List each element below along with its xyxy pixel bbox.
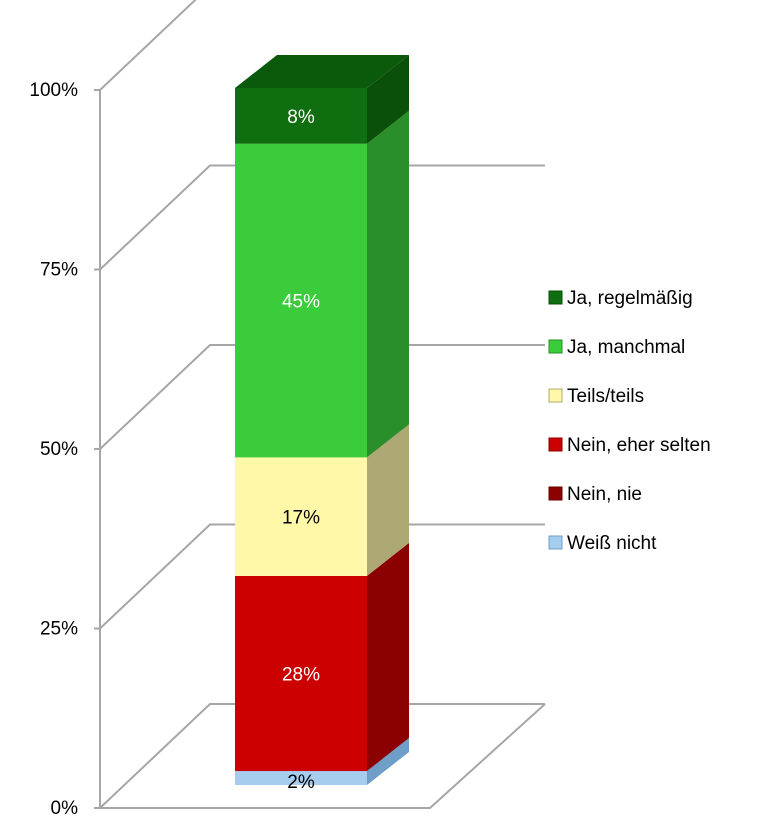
- bar-segment-front: [235, 88, 367, 144]
- bar-stack: [235, 55, 409, 785]
- bar-segment-front: [235, 575, 367, 772]
- legend-swatch: [548, 437, 563, 452]
- bar-segment: [235, 110, 409, 458]
- y-tick-label: 75%: [40, 260, 78, 281]
- gridline: [99, 164, 545, 271]
- floor-back-edge: [99, 703, 545, 809]
- bar-segment-front: [235, 143, 367, 458]
- legend-swatch: [548, 388, 563, 403]
- bar-segment-side: [367, 738, 409, 785]
- legend-entry: Ja, regelmäßig: [548, 288, 693, 309]
- floor-front-edge: [100, 703, 546, 809]
- legend-label: Weiß nicht: [567, 533, 657, 554]
- data-labels: 2% 28% 17% 45% 8%: [282, 107, 320, 793]
- legend-entry: Ja, manchmal: [548, 337, 685, 358]
- bar-segment-front: [235, 457, 367, 576]
- legend-swatch: [548, 339, 563, 354]
- data-label: 28%: [282, 664, 320, 685]
- gridline: [99, 344, 545, 450]
- bar-top-face: [235, 55, 409, 88]
- legend-swatch: [548, 290, 563, 305]
- bar-segment-side: [367, 110, 409, 458]
- y-tick-label: 25%: [40, 619, 78, 640]
- data-label: 8%: [287, 107, 315, 128]
- legend-swatch: [548, 486, 563, 501]
- legend-entry: Nein, eher selten: [548, 435, 711, 456]
- y-tick-label: 0%: [51, 798, 79, 819]
- bar-segment-side: [367, 55, 409, 144]
- legend-label: Ja, manchmal: [567, 337, 685, 358]
- bar-segment-side: [367, 424, 409, 576]
- bar-segment: [235, 738, 409, 785]
- legend-entry: Teils/teils: [548, 386, 644, 407]
- bar-segment-side: [367, 542, 409, 772]
- y-tick-label: 100%: [29, 80, 78, 101]
- legend-label: Nein, eher selten: [567, 435, 711, 456]
- legend-label: Nein, nie: [567, 484, 642, 505]
- bar-segment: [235, 55, 409, 144]
- bar-segment: [235, 424, 409, 576]
- data-label: 45%: [282, 292, 320, 313]
- y-tick-label: 50%: [40, 439, 78, 460]
- gridline: [99, 523, 545, 630]
- legend-entry: Nein, nie: [548, 484, 642, 505]
- legend-label: Teils/teils: [567, 386, 644, 407]
- data-label: 17%: [282, 508, 320, 529]
- bar-segment-front: [235, 771, 367, 785]
- legend-entry: Weiß nicht: [548, 533, 657, 554]
- gridline: [99, 0, 197, 91]
- legend-swatch: [548, 535, 563, 550]
- data-label: 2%: [287, 772, 315, 793]
- y-axis: 0% 25% 50% 75% 100%: [29, 80, 100, 819]
- bar-segment: [235, 542, 409, 772]
- legend: Ja, regelmäßig Ja, manchmal Teils/teils Nei…: [548, 288, 711, 554]
- legend-label: Ja, regelmäßig: [567, 288, 693, 309]
- gridlines: [99, 0, 545, 630]
